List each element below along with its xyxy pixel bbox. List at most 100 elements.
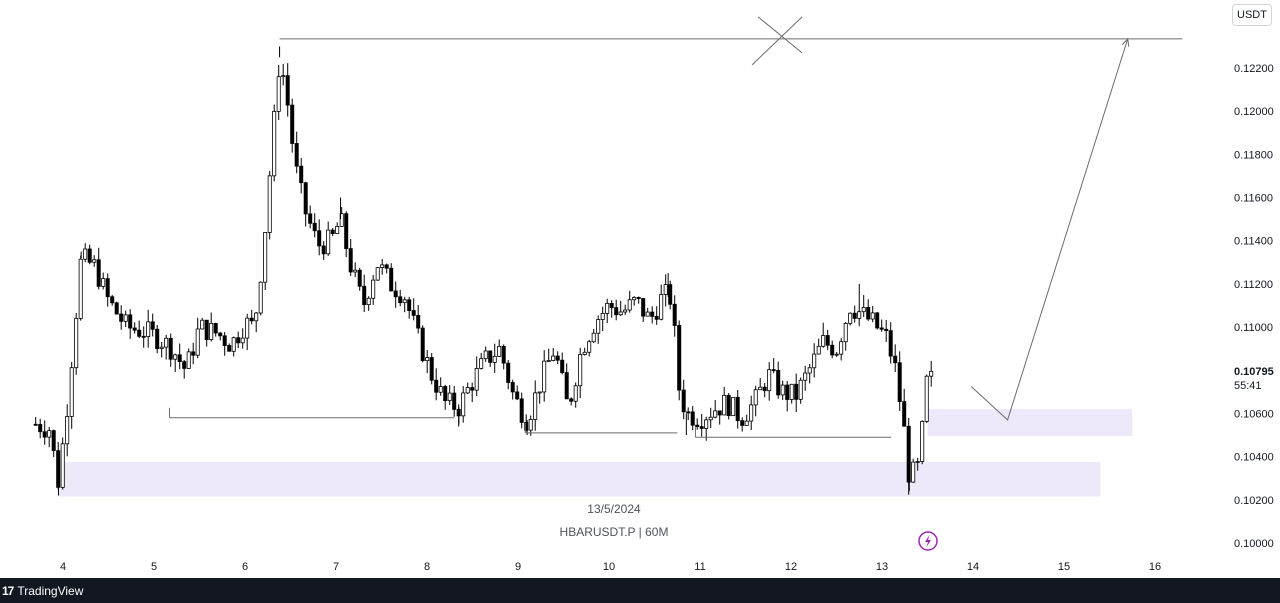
candle [816, 338, 821, 355]
current-price-value: 0.10795 [1234, 366, 1274, 378]
candle [92, 255, 97, 267]
candle [884, 320, 889, 342]
candle [780, 380, 785, 400]
candle [717, 410, 722, 425]
price-tick-label: 0.11600 [1234, 193, 1273, 205]
candle [812, 343, 817, 378]
candle [591, 328, 596, 344]
candle [627, 290, 632, 313]
candle [479, 352, 484, 370]
candle [155, 325, 160, 354]
zone-box-1[interactable] [58, 462, 1101, 497]
candle [834, 352, 839, 357]
candle [303, 181, 308, 227]
candle [141, 326, 146, 348]
candle [605, 298, 610, 324]
candle [762, 382, 767, 398]
projection-path[interactable] [970, 38, 1129, 421]
candle [519, 392, 524, 429]
candle [38, 418, 43, 439]
candle [771, 358, 776, 374]
candle [920, 420, 925, 465]
candle [911, 458, 916, 483]
candle [551, 348, 556, 362]
tradingview-logo[interactable]: 17 TradingView [2, 584, 83, 598]
candle [915, 457, 920, 471]
time-axis[interactable]: 4 5 6 7 8 9 10 11 12 13 14 15 16 [60, 561, 1161, 573]
candle [47, 426, 52, 448]
candle [42, 420, 47, 445]
footer-bar: 17 TradingView [0, 578, 1280, 603]
candle [110, 294, 115, 306]
candle [366, 296, 371, 311]
candle [623, 304, 628, 315]
candle [348, 238, 353, 276]
price-chart[interactable]: 13/5/2024 HBARUSDT.P | 60M 0.12200 0.1200… [0, 0, 1280, 578]
candle [402, 296, 407, 313]
candle [227, 343, 232, 352]
candle [897, 351, 902, 411]
candle [672, 295, 677, 337]
candle [249, 309, 254, 325]
candle [425, 349, 430, 374]
time-tick-label: 15 [1058, 561, 1070, 573]
candle [560, 352, 565, 375]
candle [276, 65, 281, 120]
candle [182, 359, 187, 379]
candle [191, 342, 196, 365]
price-tick-label: 0.12000 [1234, 106, 1274, 118]
candle [195, 317, 200, 359]
current-price-label: 0.10795 55:41 [1234, 366, 1274, 392]
candle [209, 312, 214, 342]
candle [659, 284, 664, 321]
candle [447, 385, 452, 405]
candle [740, 417, 745, 432]
bar-countdown: 55:41 [1234, 380, 1262, 392]
candle [222, 331, 227, 356]
candle [150, 313, 155, 337]
candle [236, 331, 241, 349]
candle [312, 213, 317, 238]
candle [735, 390, 740, 429]
candle [65, 404, 70, 457]
candle [677, 320, 682, 401]
candle [330, 227, 335, 237]
candle [285, 63, 290, 117]
currency-selector-button[interactable]: USDT [1232, 4, 1272, 26]
candle [186, 348, 191, 369]
candle [159, 342, 164, 358]
candle [488, 350, 493, 367]
candle [542, 350, 547, 402]
candle [537, 391, 542, 404]
lightning-alert-icon[interactable] [918, 531, 938, 551]
candle [902, 388, 907, 427]
candle [731, 396, 736, 417]
tradingview-brand-text: TradingView [17, 583, 84, 598]
candle [74, 312, 79, 375]
candle [650, 306, 655, 324]
candle [87, 244, 92, 265]
candle [906, 417, 911, 495]
candle [200, 318, 205, 330]
price-tick-label: 0.10400 [1234, 452, 1274, 464]
candle [51, 429, 56, 458]
time-tick-label: 12 [785, 561, 797, 573]
candle [533, 380, 538, 431]
candle [722, 386, 727, 416]
candle [389, 263, 394, 292]
candle [857, 310, 862, 327]
trend-drawings[interactable] [168, 16, 1183, 438]
tradingview-logo-icon: 17 [2, 583, 14, 598]
zone-box-2[interactable] [927, 409, 1133, 437]
candle [294, 131, 299, 174]
candle [281, 63, 286, 86]
candle [339, 207, 344, 227]
price-tick-label: 0.11400 [1234, 236, 1273, 248]
candle [596, 315, 601, 344]
candle [254, 311, 259, 333]
candle [96, 247, 101, 290]
candle [380, 258, 385, 275]
candle [843, 322, 848, 351]
price-tick-label: 0.10200 [1234, 495, 1274, 507]
candle [794, 373, 799, 413]
